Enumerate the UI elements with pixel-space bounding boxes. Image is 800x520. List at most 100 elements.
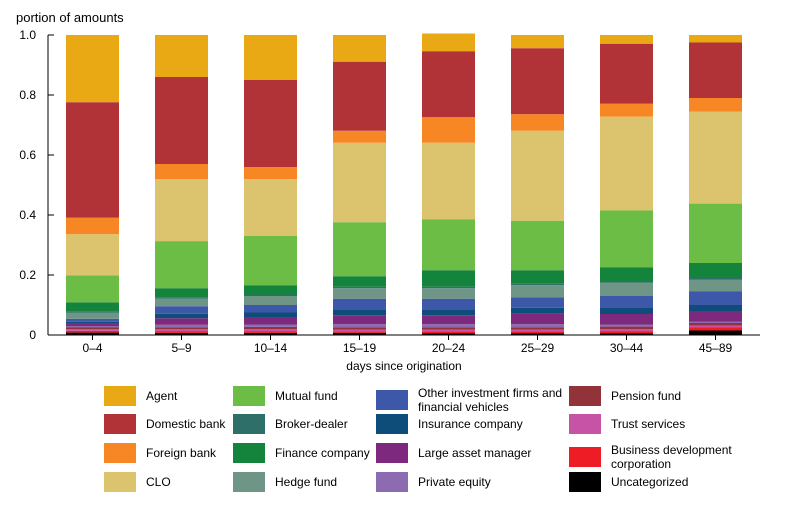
bar-segment xyxy=(511,114,564,131)
bar-segment xyxy=(600,296,653,308)
bar-segment xyxy=(422,327,475,330)
bar-segment xyxy=(600,333,653,335)
bar-segment xyxy=(511,327,564,330)
legend-item: Uncategorized xyxy=(569,472,688,492)
legend-item: Private equity xyxy=(376,472,491,492)
bar-segment xyxy=(600,103,653,117)
bar-segment xyxy=(511,270,564,284)
bar-segment xyxy=(66,323,119,326)
legend-swatch xyxy=(104,386,136,406)
bar-segment xyxy=(333,309,386,316)
legend-swatch xyxy=(233,386,265,406)
legend-label: CLO xyxy=(146,475,171,489)
bar-segment xyxy=(333,222,386,277)
bar-segment xyxy=(66,302,119,312)
y-tick-label: 0.6 xyxy=(19,148,36,162)
x-tick-label: 45–89 xyxy=(699,341,733,355)
legend-swatch xyxy=(104,443,136,463)
legend-item: Insurance company xyxy=(376,414,523,434)
bar-segment xyxy=(333,324,386,328)
bar-segment xyxy=(155,329,208,332)
x-tick-label: 15–19 xyxy=(343,341,377,355)
legend-swatch xyxy=(376,443,408,463)
x-tick-label: 30–44 xyxy=(610,341,644,355)
bar-segment xyxy=(511,313,564,325)
bar-segment xyxy=(66,234,119,276)
bar-segment xyxy=(689,111,742,204)
bar-segment xyxy=(422,333,475,335)
bar-segment xyxy=(333,61,386,131)
legend-item: Other investment firms and financial veh… xyxy=(376,386,593,414)
bar-segment xyxy=(422,298,475,310)
bar-segment xyxy=(600,281,653,283)
bar-segment xyxy=(422,315,475,325)
bar-segment xyxy=(511,283,564,286)
bar-segment xyxy=(244,80,297,167)
bar-segment xyxy=(689,42,742,98)
bar-segment xyxy=(244,179,297,236)
bar-segment xyxy=(66,329,119,331)
bar-segment xyxy=(155,331,208,333)
bar-segment xyxy=(511,307,564,314)
legend-swatch xyxy=(376,414,408,434)
bar-segment xyxy=(600,331,653,334)
bar-segment xyxy=(511,285,564,298)
bar-segment xyxy=(511,48,564,115)
bar-segment xyxy=(511,329,564,332)
legend-label: Insurance company xyxy=(418,417,523,431)
legend-item: Domestic bank xyxy=(104,414,225,434)
legend-swatch xyxy=(376,390,408,410)
y-axis-title: portion of amounts xyxy=(16,10,124,25)
bar-segment xyxy=(244,331,297,333)
bar-segment xyxy=(689,98,742,112)
bar-segment xyxy=(244,167,297,179)
bar-segment xyxy=(600,282,653,296)
bar-segment xyxy=(66,311,119,313)
bar-segment xyxy=(600,267,653,281)
x-tick-label: 25–29 xyxy=(521,341,555,355)
bar-segment xyxy=(422,288,475,299)
bar-segment xyxy=(511,331,564,334)
legend-swatch xyxy=(569,472,601,492)
bar-segment xyxy=(689,279,742,292)
y-tick-label: 0.8 xyxy=(19,88,36,102)
legend-swatch xyxy=(104,414,136,434)
bar-segment xyxy=(155,179,208,242)
bar-segment xyxy=(511,333,564,335)
bar-segment xyxy=(600,43,653,104)
legend-swatch xyxy=(569,414,601,434)
legend-label: Private equity xyxy=(418,475,491,489)
bar-segment xyxy=(333,288,386,299)
bar-segment xyxy=(244,305,297,313)
bar-segment xyxy=(155,318,208,325)
bar-segment xyxy=(66,35,119,103)
bar-segment xyxy=(689,291,742,305)
legend-swatch xyxy=(233,414,265,434)
legend-label: Other investment firms and financial veh… xyxy=(418,386,563,414)
legend-swatch xyxy=(233,443,265,463)
bar-segment xyxy=(600,326,653,329)
legend-label: Trust services xyxy=(611,417,686,431)
bar-segment xyxy=(333,332,386,335)
legend-label: Mutual fund xyxy=(275,389,338,403)
bar-segment xyxy=(333,130,386,143)
bar-segment xyxy=(600,314,653,325)
bar-segment xyxy=(155,297,208,299)
legend-item: Mutual fund xyxy=(233,386,338,406)
bar-segment xyxy=(155,288,208,298)
legend-item: Trust services xyxy=(569,414,685,434)
chart-plot: 0 0.2 0.4 0.6 0.8 1.0 0–4 5–9 10–14 15–19 20–24 25–… xyxy=(19,28,760,373)
bar-segment xyxy=(155,241,208,289)
bar-segment xyxy=(155,324,208,328)
x-tick-label: 10–14 xyxy=(254,341,288,355)
bar-segment xyxy=(422,219,475,271)
bar-segment xyxy=(155,298,208,307)
bar-segment xyxy=(333,35,386,62)
legend-item: Large asset manager xyxy=(376,443,531,463)
legend-item: CLO xyxy=(104,472,171,492)
bar-segment xyxy=(422,51,475,118)
legend-item: Broker-dealer xyxy=(233,414,348,434)
bar-segment xyxy=(422,117,475,143)
bar-segment xyxy=(511,130,564,221)
legend-label: Foreign bank xyxy=(146,446,217,460)
